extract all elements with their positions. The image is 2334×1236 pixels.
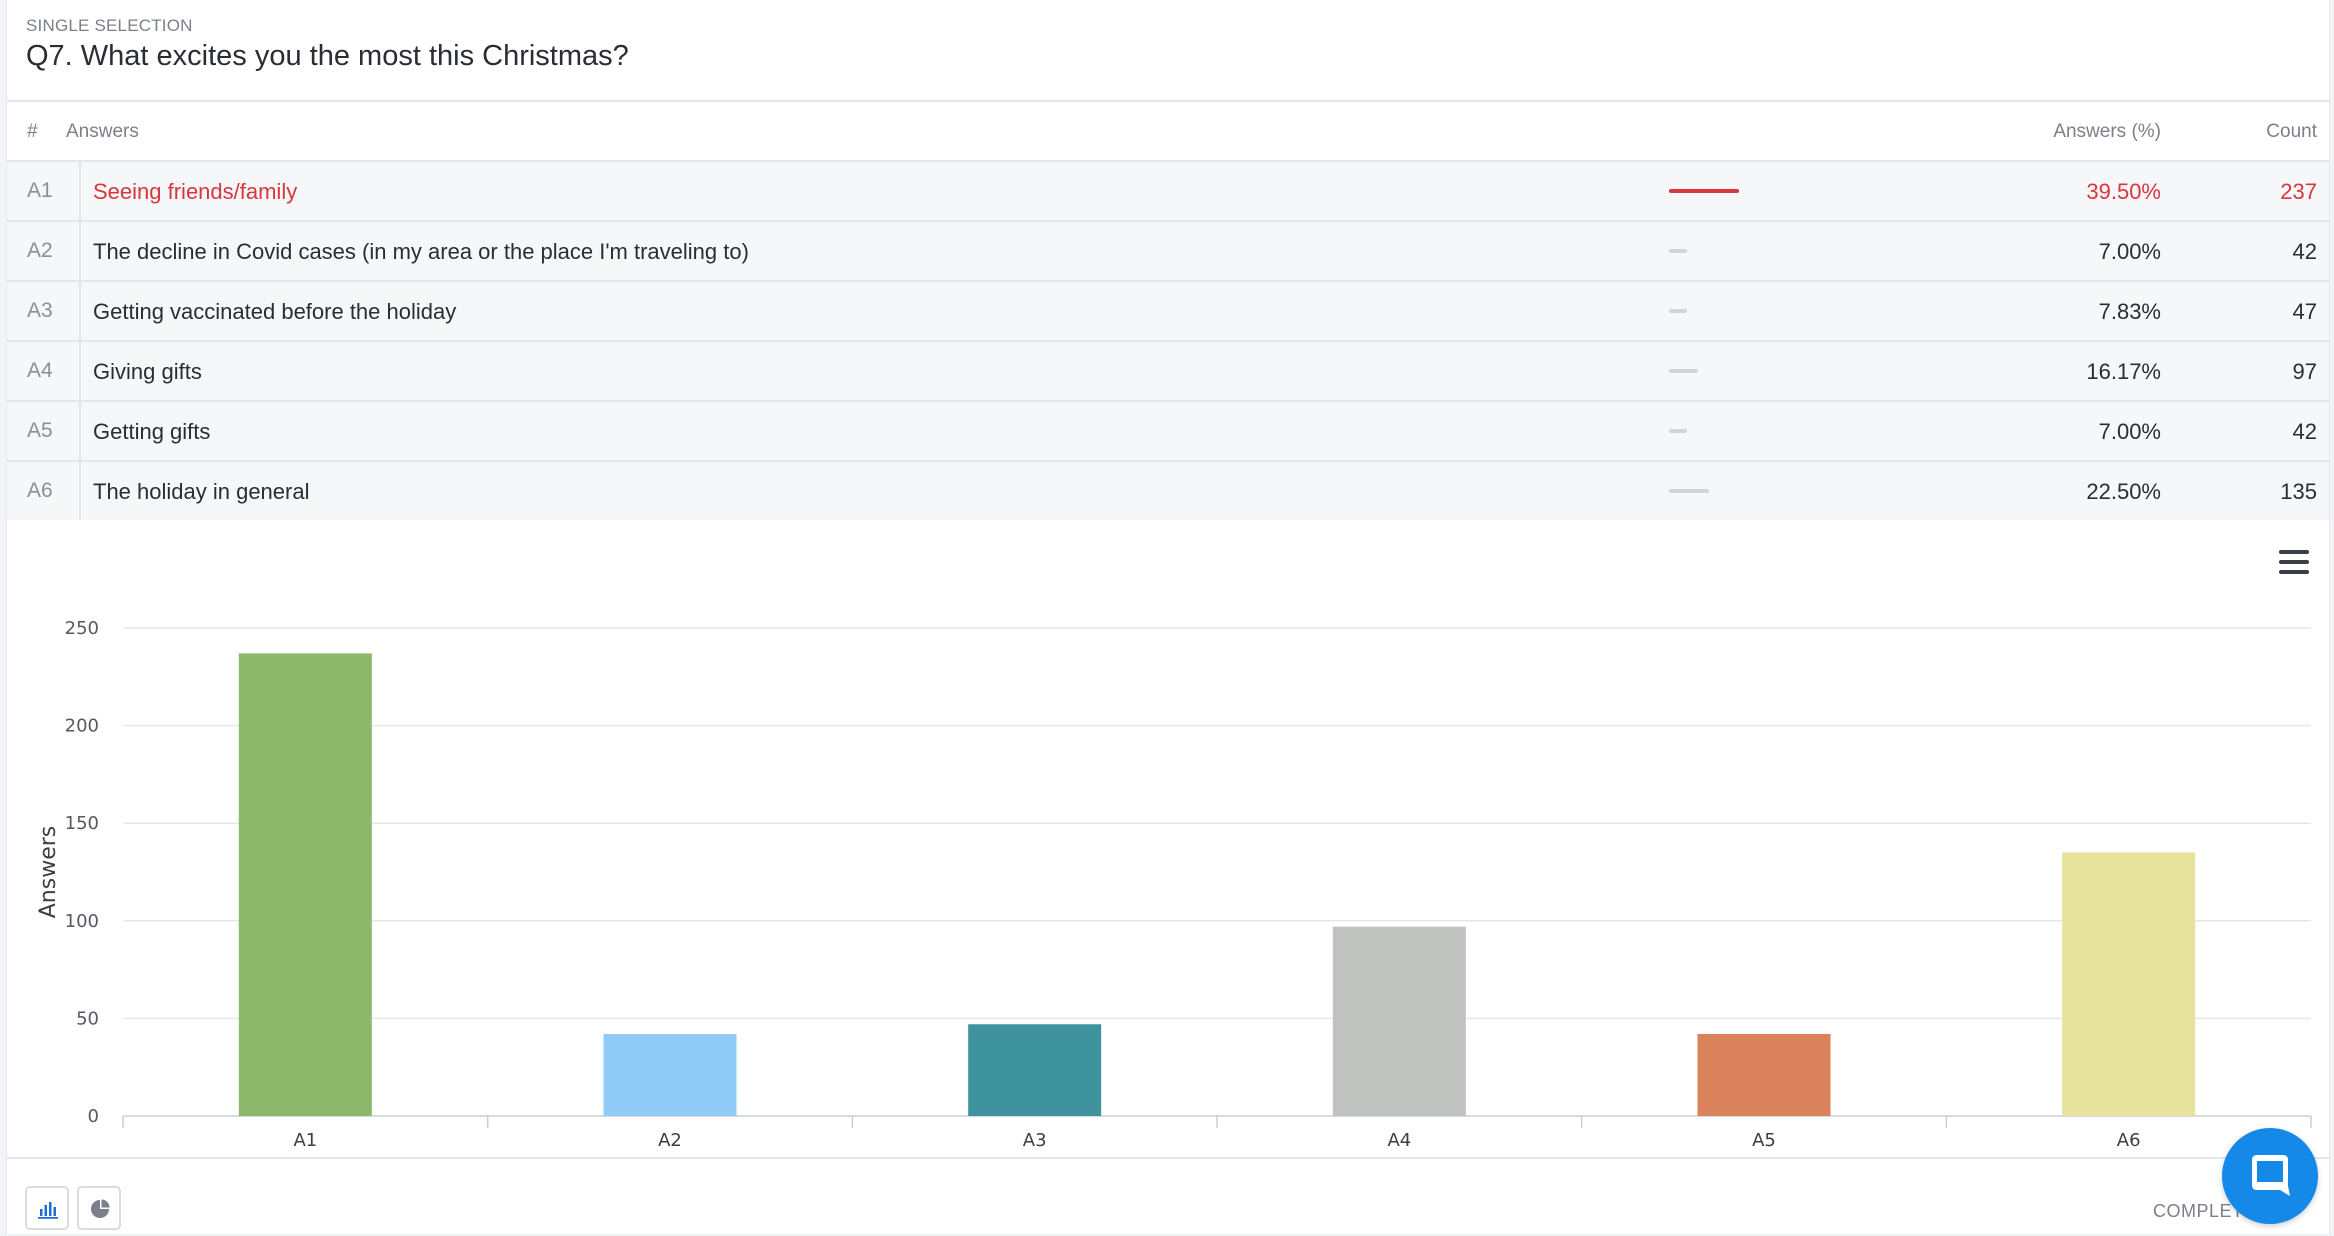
answer-count: 42 [2292, 419, 2317, 444]
header-answers: Answers [66, 121, 139, 142]
pie-chart-icon [91, 1199, 110, 1218]
bar-a5[interactable] [1697, 1034, 1831, 1116]
bar-a1[interactable] [238, 653, 372, 1116]
question-card: SINGLE SELECTION Q7. What excites you th… [6, 0, 2330, 1234]
answer-share-bar [1669, 309, 1687, 313]
y-tick-label: 250 [65, 618, 99, 639]
answers-bar-chart: 0 50 100 150 200 250 Answers A1 A2 A3 A4 A5 A6 [36, 618, 2312, 1151]
table-header: # Answers Answers (%) Count [7, 102, 2329, 162]
y-tick-label: 150 [65, 813, 99, 834]
bar-chart-icon [38, 1202, 58, 1219]
x-tick-label: A2 [658, 1130, 682, 1151]
answer-text: Seeing friends/family [93, 179, 298, 204]
y-tick-label: 200 [65, 716, 99, 737]
answer-percent: 7.83% [2098, 299, 2161, 324]
question-type-label: SINGLE SELECTION [26, 16, 193, 35]
answer-text: The holiday in general [93, 479, 310, 504]
x-tick-label: A6 [2117, 1130, 2141, 1151]
answer-percent: 7.00% [2098, 419, 2161, 444]
row-id: A4 [27, 359, 53, 382]
answer-percent: 7.00% [2098, 239, 2161, 264]
chat-launcher-button[interactable] [2222, 1128, 2318, 1224]
table-row[interactable]: A1 Seeing friends/family 39.50% 237 [7, 162, 2329, 222]
pie-chart-view-button[interactable] [77, 1186, 121, 1230]
y-axis-label: Answers [36, 826, 61, 919]
answer-count: 42 [2292, 239, 2317, 264]
row-id: A5 [27, 419, 53, 442]
row-id: A1 [27, 179, 53, 202]
row-id-cell: A2 [7, 222, 81, 280]
bar-chart-view-button[interactable] [25, 1186, 69, 1230]
bar-a3[interactable] [968, 1024, 1102, 1116]
question-header: SINGLE SELECTION Q7. What excites you th… [7, 0, 2329, 102]
row-id-cell: A6 [7, 462, 81, 520]
answer-percent: 39.50% [2086, 179, 2161, 204]
bar-a4[interactable] [1332, 926, 1466, 1116]
row-id-cell: A4 [7, 342, 81, 400]
chart-menu-icon[interactable] [2279, 550, 2309, 574]
table-row[interactable]: A3 Getting vaccinated before the holiday 7… [7, 282, 2329, 342]
x-tick-label: A3 [1023, 1130, 1047, 1151]
answer-text: Getting gifts [93, 419, 211, 444]
row-id-cell: A1 [7, 162, 81, 220]
bar-a6[interactable] [2062, 852, 2196, 1116]
chat-bubble-icon [2252, 1155, 2290, 1196]
x-tick-label: A4 [1387, 1130, 1411, 1151]
header-num: # [27, 121, 38, 142]
row-id: A3 [27, 299, 53, 322]
x-tick-label: A1 [293, 1130, 317, 1151]
x-tick-label: A5 [1752, 1130, 1776, 1151]
y-tick-label: 50 [76, 1008, 99, 1029]
answers-table: # Answers Answers (%) Count A1 Seeing fri… [7, 102, 2329, 520]
answer-percent: 16.17% [2086, 359, 2161, 384]
answer-share-bar [1669, 489, 1709, 493]
answer-text: The decline in Covid cases (in my area o… [93, 239, 749, 264]
answer-percent: 22.50% [2086, 479, 2161, 504]
answer-count: 97 [2292, 359, 2317, 384]
y-tick-label: 0 [88, 1106, 99, 1127]
answer-text: Getting vaccinated before the holiday [93, 299, 457, 324]
table-row[interactable]: A4 Giving gifts 16.17% 97 [7, 342, 2329, 402]
row-id-cell: A5 [7, 402, 81, 460]
answer-share-bar [1669, 429, 1687, 433]
y-tick-label: 100 [65, 911, 99, 932]
row-id: A2 [27, 239, 53, 262]
card-footer: COMPLETE [7, 1157, 2329, 1236]
bar-a2[interactable] [603, 1034, 737, 1116]
table-body: A1 Seeing friends/family 39.50% 237 A2 The de… [7, 162, 2329, 520]
header-count[interactable]: Count [2266, 121, 2317, 142]
row-id-cell: A3 [7, 282, 81, 340]
complete-label: COMPLETE [2153, 1201, 2257, 1221]
answer-count: 135 [2280, 479, 2317, 504]
header-percent[interactable]: Answers (%) [2053, 121, 2161, 142]
table-row[interactable]: A2 The decline in Covid cases (in my area… [7, 222, 2329, 282]
table-row[interactable]: A6 The holiday in general 22.50% 135 [7, 462, 2329, 520]
row-id: A6 [27, 479, 53, 502]
answer-share-bar [1669, 369, 1698, 373]
answer-text: Giving gifts [93, 359, 202, 384]
answer-count: 237 [2280, 179, 2317, 204]
answer-share-bar [1669, 249, 1687, 253]
question-title: Q7. What excites you the most this Chris… [26, 40, 629, 72]
table-row[interactable]: A5 Getting gifts 7.00% 42 [7, 402, 2329, 462]
answer-count: 47 [2292, 299, 2317, 324]
answer-share-bar [1669, 189, 1739, 193]
